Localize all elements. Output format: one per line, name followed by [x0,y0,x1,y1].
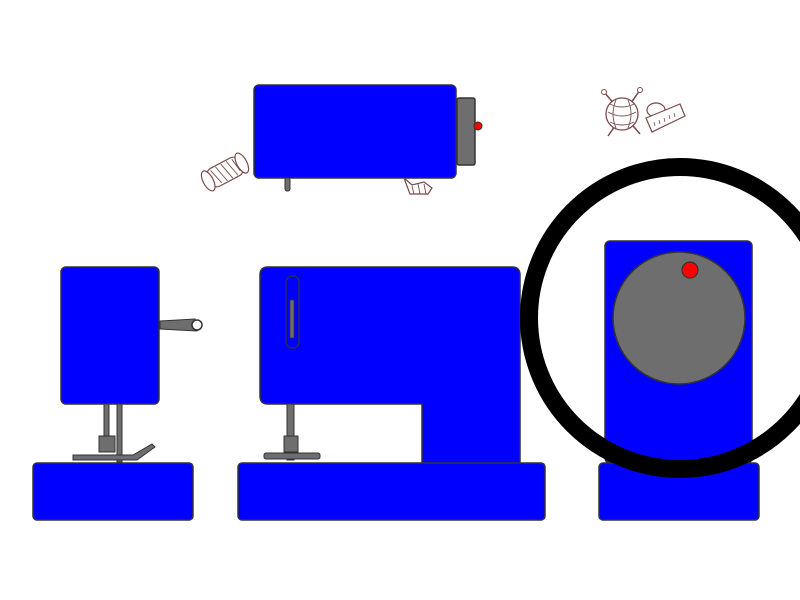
top-view-handwheel [456,97,476,166]
front-base [237,462,546,521]
tape-measure-drawing [645,102,686,133]
thread-spool-drawing [200,152,250,192]
left-side-presser-block [98,435,116,453]
left-side-lever [159,318,198,332]
front-needle-clamp [283,435,299,453]
left-side-head [60,266,160,405]
left-side-presser-foot [72,443,156,461]
top-view-indicator-dot [473,121,483,131]
top-view-needle [284,177,291,192]
highlight-ring [520,158,800,478]
left-side-base [32,462,194,521]
front-arm [259,266,521,464]
right-side-handwheel [612,251,746,385]
top-view-body [253,84,457,179]
left-side-lever-knob [191,319,203,331]
front-needle-bar [286,403,295,461]
front-thread-guide [289,299,295,339]
presser-foot-drawing [403,177,433,195]
yarn-ball-drawing [601,87,643,137]
right-side-indicator-dot [681,261,699,279]
left-side-needle-bar [116,403,123,463]
front-presser-foot [263,452,321,460]
